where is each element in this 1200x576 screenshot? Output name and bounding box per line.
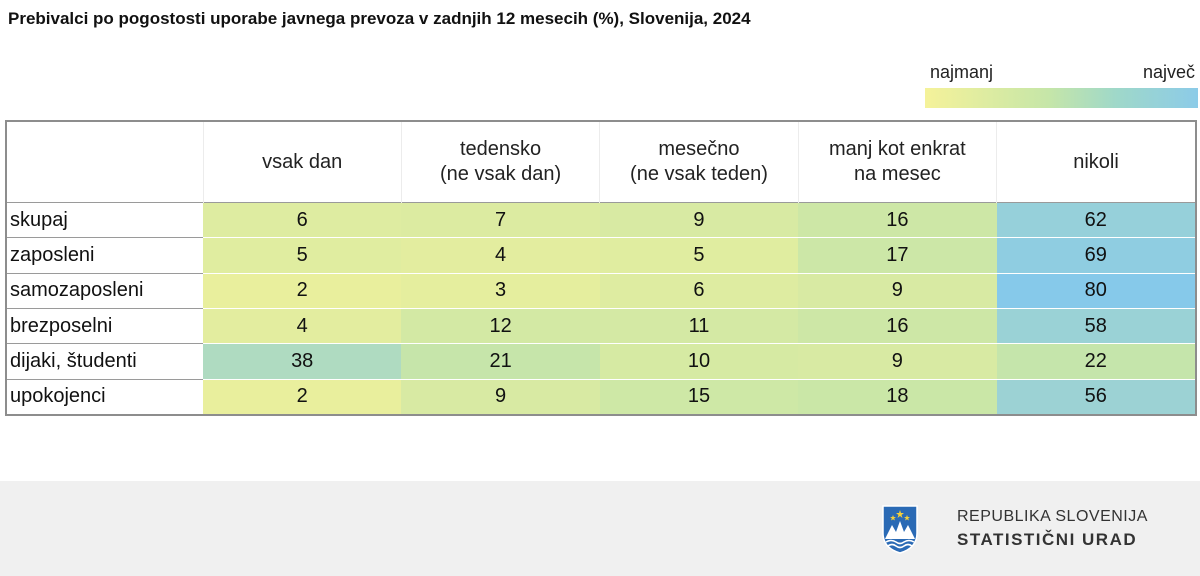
column-header-line: tedensko — [460, 138, 542, 160]
color-legend: najmanj največ — [925, 62, 1198, 108]
org-name-line1: REPUBLIKA SLOVENIJA — [957, 508, 1148, 525]
table-row: upokojenci 2 9 15 18 56 — [7, 378, 1195, 414]
heatmap-cell: 16 — [798, 307, 997, 344]
coat-of-arms-icon — [882, 505, 918, 554]
column-header-line: vsak dan — [262, 150, 343, 173]
heatmap-cell: 11 — [599, 307, 799, 344]
chart-title: Prebivalci po pogostosti uporabe javnega… — [8, 9, 751, 28]
table-body: skupaj 6 7 9 16 62 zaposleni 5 4 5 17 69 samozaposle… — [7, 201, 1195, 414]
table-row: dijaki, študenti 38 21 10 9 22 — [7, 343, 1195, 380]
row-label: skupaj — [7, 201, 203, 238]
column-header-line: na mesec — [854, 163, 941, 185]
heatmap-table: vsak dan tedensko (ne vsak dan) mesečno (ne … — [7, 122, 1195, 414]
row-label: dijaki, študenti — [7, 343, 203, 380]
column-header: manj kot enkrat na mesec — [797, 122, 997, 203]
heatmap-cell: 21 — [401, 343, 600, 380]
heatmap-cell: 9 — [798, 272, 997, 309]
column-header-line: (ne vsak teden) — [630, 163, 768, 185]
heatmap-cell: 18 — [798, 378, 997, 414]
heatmap-cell: 9 — [401, 378, 600, 414]
table-row: skupaj 6 7 9 16 62 — [7, 201, 1195, 238]
footer: REPUBLIKA SLOVENIJA STATISTIČNI URAD — [0, 481, 1200, 576]
heatmap-cell: 62 — [996, 201, 1195, 238]
heatmap-cell: 4 — [401, 237, 600, 274]
column-header-line: (ne vsak dan) — [440, 163, 562, 185]
heatmap-cell: 22 — [996, 343, 1195, 380]
org-name-line2: STATISTIČNI URAD — [957, 530, 1138, 549]
heatmap-cell: 17 — [798, 237, 997, 274]
table-row: brezposelni 4 12 11 16 58 — [7, 307, 1195, 344]
heatmap-cell: 10 — [599, 343, 799, 380]
row-label: upokojenci — [7, 378, 203, 414]
legend-max-label: največ — [1142, 62, 1195, 82]
heatmap-cell: 2 — [203, 378, 402, 414]
legend-gradient-bar — [925, 88, 1198, 108]
heatmap-cell: 38 — [203, 343, 402, 380]
legend-min-label: najmanj — [930, 62, 994, 82]
heatmap-cell: 5 — [203, 237, 402, 274]
heatmap-cell: 5 — [599, 237, 799, 274]
heatmap-cell: 69 — [996, 237, 1195, 274]
heatmap-cell: 16 — [798, 201, 997, 238]
heatmap-cell: 6 — [203, 201, 402, 238]
heatmap-table-frame: vsak dan tedensko (ne vsak dan) mesečno (ne … — [5, 120, 1197, 416]
heatmap-cell: 7 — [401, 201, 600, 238]
heatmap-cell: 58 — [996, 307, 1195, 344]
heatmap-cell: 2 — [203, 272, 402, 309]
column-header: vsak dan — [202, 122, 402, 203]
row-label: samozaposleni — [7, 272, 203, 309]
table-row: zaposleni 5 4 5 17 69 — [7, 237, 1195, 274]
heatmap-cell: 15 — [599, 378, 799, 414]
heatmap-cell: 9 — [798, 343, 997, 380]
header-row: vsak dan tedensko (ne vsak dan) mesečno (ne … — [7, 122, 1195, 203]
column-header-line: nikoli — [1073, 150, 1119, 173]
heatmap-cell: 12 — [401, 307, 600, 344]
heatmap-cell: 56 — [996, 378, 1195, 414]
row-label: zaposleni — [7, 237, 203, 274]
column-header-line: manj kot enkrat — [829, 138, 966, 160]
column-header: mesečno (ne vsak teden) — [599, 122, 799, 203]
table-row: samozaposleni 2 3 6 9 80 — [7, 272, 1195, 309]
column-header: nikoli — [996, 122, 1195, 203]
heatmap-cell: 6 — [599, 272, 799, 309]
heatmap-cell: 3 — [401, 272, 600, 309]
row-label: brezposelni — [7, 307, 203, 344]
corner-cell — [7, 122, 203, 203]
heatmap-cell: 80 — [996, 272, 1195, 309]
column-header: tedensko (ne vsak dan) — [400, 122, 600, 203]
heatmap-cell: 9 — [599, 201, 799, 238]
column-header-line: mesečno — [658, 138, 740, 160]
heatmap-cell: 4 — [203, 307, 402, 344]
